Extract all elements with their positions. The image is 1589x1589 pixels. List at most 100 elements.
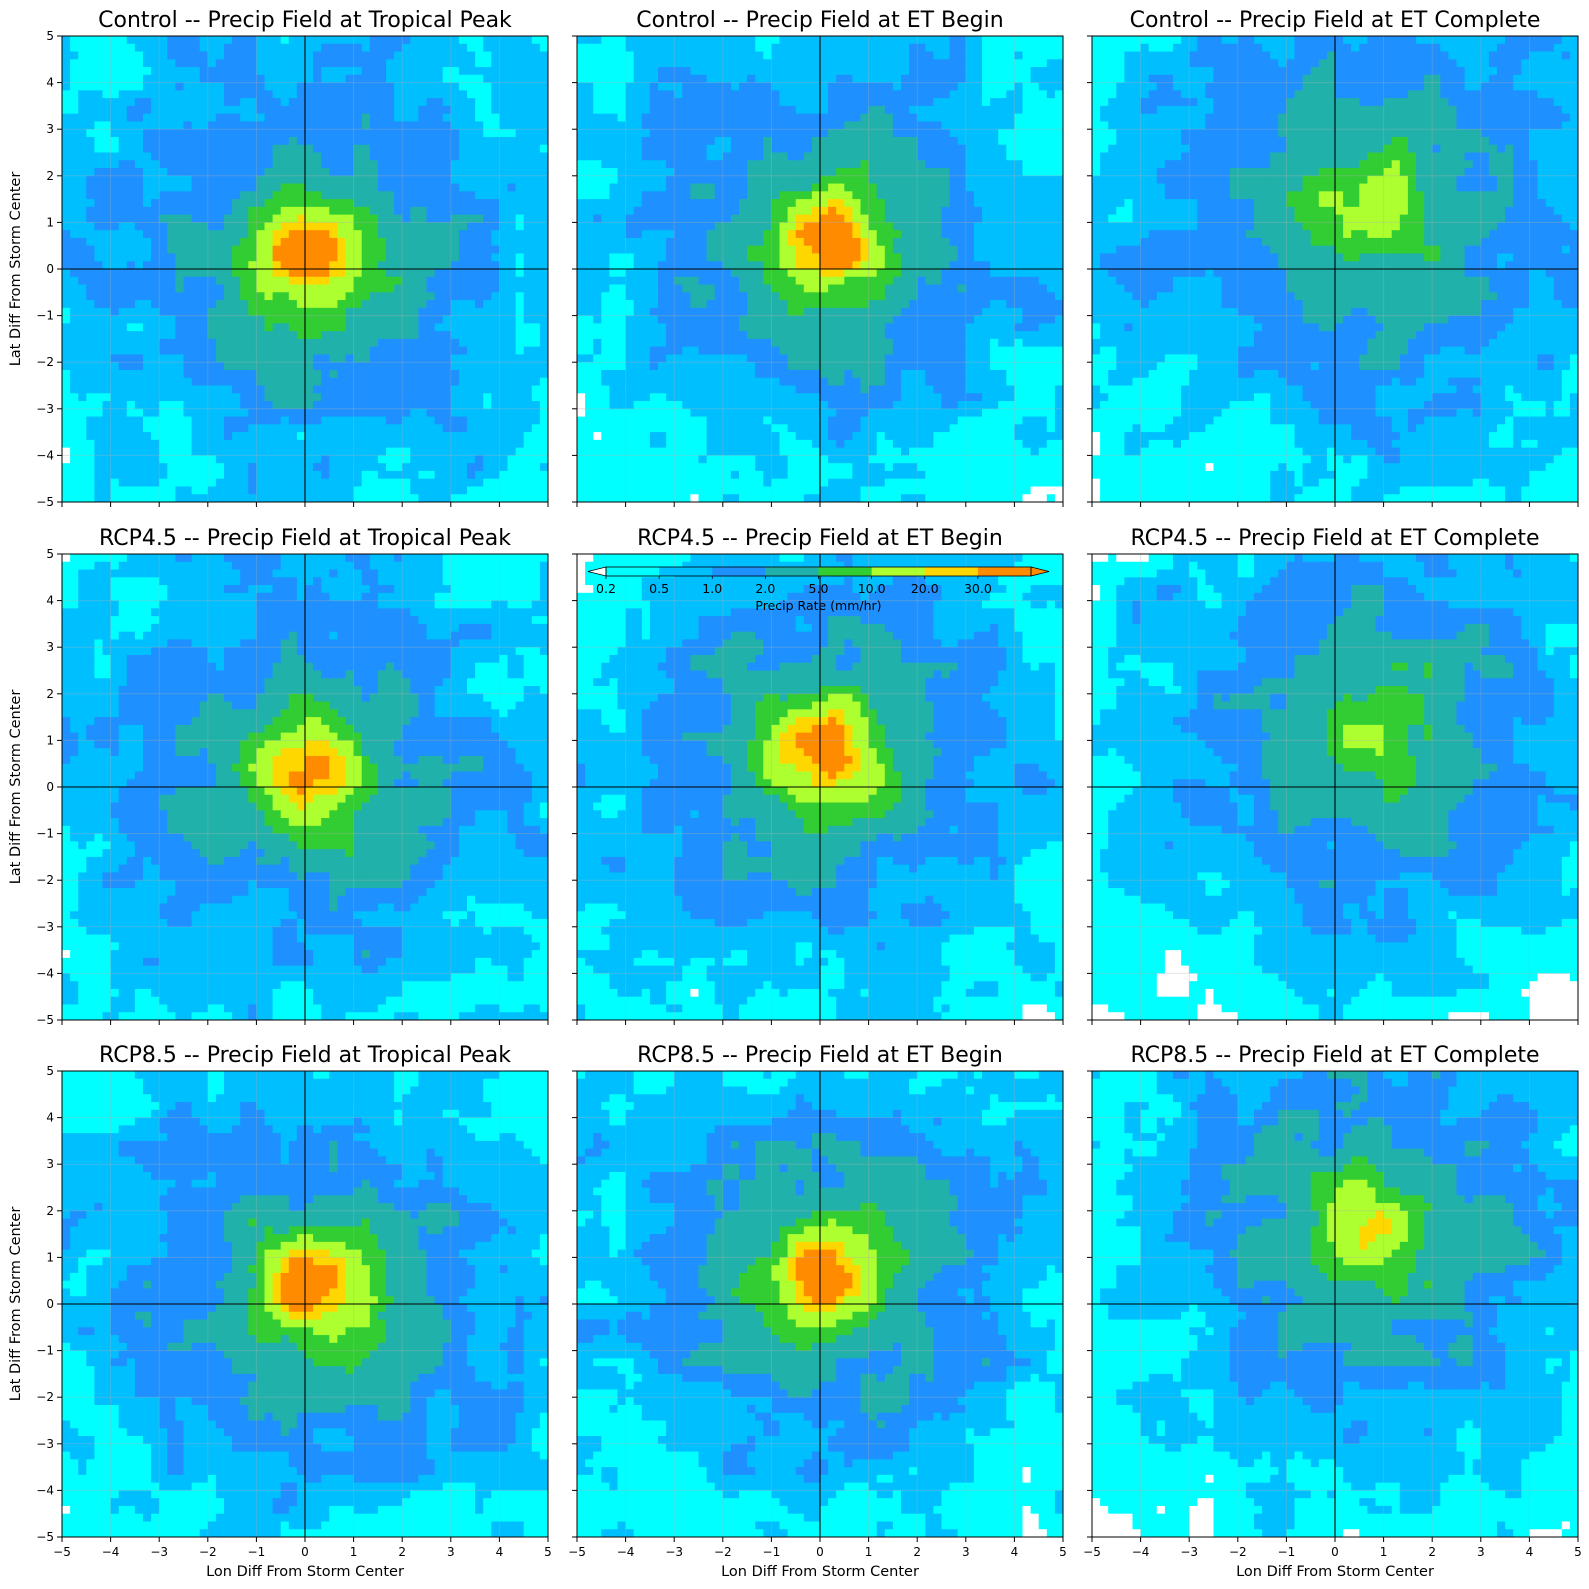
y-tick-label: −5 xyxy=(36,495,54,509)
colorbar-swatch xyxy=(712,567,766,576)
panel-grid: Control -- Precip Field at Tropical Peak… xyxy=(8,8,1582,1580)
y-tick-label: 2 xyxy=(46,687,54,701)
y-tick-label: 4 xyxy=(46,76,54,90)
y-tick-label: 4 xyxy=(46,594,54,608)
y-tick-label: −4 xyxy=(36,1483,54,1497)
x-tick-label: −4 xyxy=(1132,1545,1150,1559)
y-tick-label: −3 xyxy=(36,1437,54,1451)
panel-8: RCP8.5 -- Precip Field at ET Begin −5 −4 −3… xyxy=(568,1043,1067,1580)
y-tick-label: −4 xyxy=(36,966,54,980)
x-axis-label: Lon Diff From Storm Center xyxy=(721,1564,919,1580)
colorbar-swatch xyxy=(765,567,819,576)
x-tick-label: 1 xyxy=(865,1545,873,1559)
panel-7: RCP8.5 -- Precip Field at Tropical Peak −… xyxy=(8,1043,552,1580)
y-axis-label: Lat Diff From Storm Center xyxy=(8,1207,24,1402)
panel-title: RCP8.5 -- Precip Field at ET Begin xyxy=(637,1043,1003,1068)
colorbar-tick-label: 0.5 xyxy=(649,581,669,596)
y-tick-label: 0 xyxy=(46,262,54,276)
y-tick-label: 2 xyxy=(46,1204,54,1218)
x-tick-label: −1 xyxy=(248,1545,266,1559)
panel-title: Control -- Precip Field at ET Begin xyxy=(636,8,1003,33)
x-tick-label: 2 xyxy=(1428,1545,1436,1559)
x-tick-label: −5 xyxy=(53,1545,71,1559)
panel-6: RCP4.5 -- Precip Field at ET Complete xyxy=(1087,526,1579,1025)
x-tick-label: −3 xyxy=(665,1545,683,1559)
y-tick-label: 3 xyxy=(46,122,54,136)
x-axis-label: Lon Diff From Storm Center xyxy=(206,1564,404,1580)
panel-title: RCP4.5 -- Precip Field at ET Complete xyxy=(1130,526,1539,551)
x-tick-label: 5 xyxy=(544,1545,552,1559)
y-tick-label: 5 xyxy=(46,547,54,561)
colorbar-tick-label: 30.0 xyxy=(964,581,992,596)
x-tick-label: −4 xyxy=(102,1545,120,1559)
y-tick-label: −1 xyxy=(36,309,54,323)
colorbar-tick-label: 5.0 xyxy=(809,581,829,596)
panel-1: Control -- Precip Field at Tropical Peak… xyxy=(8,8,549,509)
axis-ticks: −5 −4 −3 −2 −1 0 1 2 3 4 5 xyxy=(568,1070,1067,1559)
colorbar-swatch xyxy=(659,567,713,576)
axis-ticks: −5 −4 −3 −2 −1 0 1 2 3 4 5 xyxy=(1083,1070,1582,1559)
x-tick-label: −2 xyxy=(1229,1545,1247,1559)
y-axis-label: Lat Diff From Storm Center xyxy=(8,172,24,367)
x-tick-label: 3 xyxy=(447,1545,455,1559)
colorbar-tick-label: 20.0 xyxy=(911,581,939,596)
panel-title: RCP4.5 -- Precip Field at ET Begin xyxy=(637,526,1003,551)
y-tick-label: −5 xyxy=(36,1013,54,1027)
x-tick-label: 5 xyxy=(1574,1545,1582,1559)
y-tick-label: 3 xyxy=(46,640,54,654)
y-tick-label: 0 xyxy=(46,1297,54,1311)
x-tick-label: −3 xyxy=(1180,1545,1198,1559)
x-tick-label: −2 xyxy=(199,1545,217,1559)
y-tick-label: 0 xyxy=(46,780,54,794)
x-tick-label: 4 xyxy=(496,1545,504,1559)
y-tick-label: −2 xyxy=(36,873,54,887)
panel-9: RCP8.5 -- Precip Field at ET Complete−5−… xyxy=(1083,1043,1582,1580)
x-tick-label: 2 xyxy=(913,1545,921,1559)
x-tick-label: 4 xyxy=(1011,1545,1019,1559)
panel-4: RCP4.5 -- Precip Field at Tropical Peak−… xyxy=(8,526,549,1027)
panel-title: Control -- Precip Field at ET Complete xyxy=(1130,8,1541,33)
y-tick-label: 3 xyxy=(46,1157,54,1171)
axis-ticks xyxy=(572,553,1064,1025)
panel-title: RCP8.5 -- Precip Field at Tropical Peak xyxy=(99,1043,511,1068)
colorbar-tick-label: 10.0 xyxy=(858,581,886,596)
colorbar-tick-label: 0.2 xyxy=(596,581,616,596)
colorbar-swatch xyxy=(818,567,873,576)
panel-2: Control -- Precip Field at ET Begin xyxy=(572,8,1064,507)
y-tick-label: −3 xyxy=(36,920,54,934)
x-tick-label: −1 xyxy=(763,1545,781,1559)
axis-ticks xyxy=(572,35,1064,507)
axis-ticks: −5 −4 −3 −2 −1 0 1 2 3 4 5 xyxy=(36,547,549,1027)
colorbar-swatch xyxy=(924,567,979,576)
axis-ticks xyxy=(1087,553,1579,1025)
x-tick-label: −4 xyxy=(617,1545,635,1559)
panel-3: Control -- Precip Field at ET Complete xyxy=(1087,8,1579,507)
panel-5: RCP4.5 -- Precip Field at ET Begin xyxy=(572,526,1064,1025)
x-tick-label: 5 xyxy=(1059,1545,1067,1559)
x-tick-label: −1 xyxy=(1278,1545,1296,1559)
x-axis-label: Lon Diff From Storm Center xyxy=(1236,1564,1434,1580)
y-tick-label: −2 xyxy=(36,1390,54,1404)
y-tick-label: 1 xyxy=(46,215,54,229)
y-tick-label: −1 xyxy=(36,827,54,841)
colorbar-tick-label: 2.0 xyxy=(755,581,775,596)
colorbar-swatch xyxy=(606,567,660,576)
x-tick-label: 4 xyxy=(1526,1545,1534,1559)
x-tick-label: 3 xyxy=(962,1545,970,1559)
axis-ticks xyxy=(1087,35,1579,507)
x-tick-label: −3 xyxy=(150,1545,168,1559)
y-tick-label: 5 xyxy=(46,29,54,43)
x-tick-label: 0 xyxy=(1331,1545,1339,1559)
y-tick-label: 1 xyxy=(46,1250,54,1264)
y-tick-label: −4 xyxy=(36,448,54,462)
colorbar-tick-label: 1.0 xyxy=(702,581,722,596)
colorbar: 0.2 0.5 1.0 2.0 5.0 10.0 20.0 30.0 Precip Rate (… xyxy=(587,566,1050,613)
x-tick-label: −5 xyxy=(1083,1545,1101,1559)
colorbar-swatch xyxy=(977,567,1032,576)
panel-title: Control -- Precip Field at Tropical Peak xyxy=(98,8,512,33)
axis-ticks: −5 −4 −3 −2 −1 0 1 2 3 4 5 xyxy=(36,29,549,509)
y-tick-label: −2 xyxy=(36,355,54,369)
x-tick-label: 1 xyxy=(1380,1545,1388,1559)
y-tick-label: −5 xyxy=(36,1530,54,1544)
